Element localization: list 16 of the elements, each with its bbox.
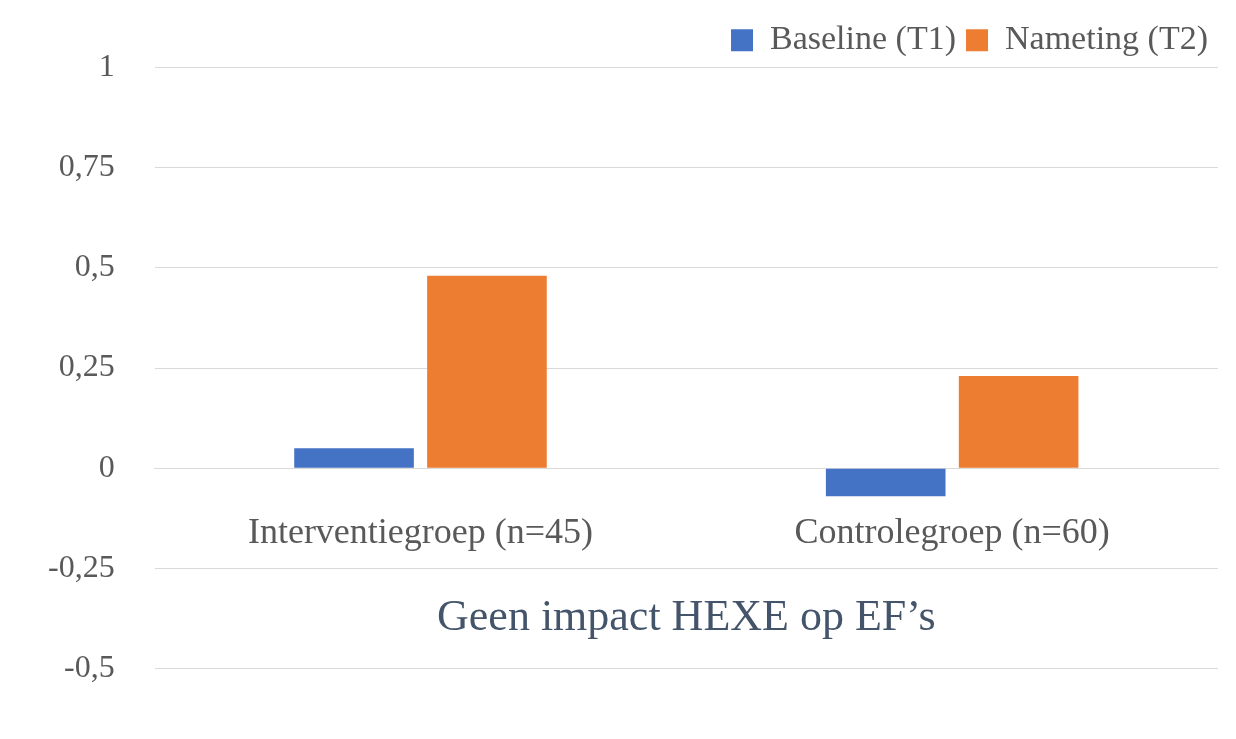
x-tick-label: Controlegroep (n=60) [794,511,1110,552]
legend-label: Nameting (T2) [1005,19,1209,58]
y-tick-label: -0,5 [64,648,115,685]
y-tick-label: 0,25 [58,347,115,384]
bar [825,468,946,497]
y-tick-label: 0,75 [58,146,115,183]
y-tick-label: 0 [98,447,115,484]
bar [294,448,414,468]
bar [958,376,1079,468]
y-tick-label: -0,25 [48,547,115,584]
y-tick-label: 1 [98,46,115,83]
bar [427,275,547,468]
legend-label: Baseline (T1) [770,19,957,58]
x-tick-label: Interventiegroep (n=45) [247,511,594,552]
y-tick-label: 0,5 [74,247,115,284]
text: Geen impact HEXE op EF’s [437,591,936,641]
